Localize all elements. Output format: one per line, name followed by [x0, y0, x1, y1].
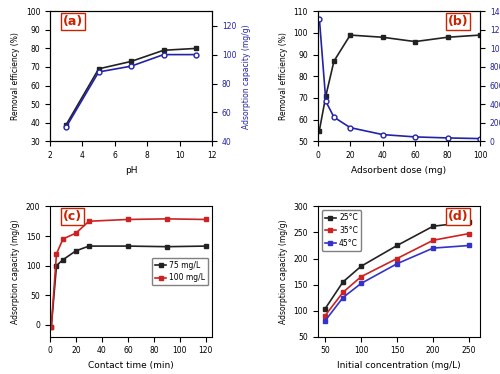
25°C [430, 224, 436, 229]
75 mg/L [54, 263, 60, 268]
75 mg/L [164, 245, 170, 249]
Legend: 25°C, 35°C, 45°C: 25°C, 35°C, 45°C [322, 210, 361, 251]
100 mg/L [54, 252, 60, 256]
75 mg/L [125, 244, 131, 248]
75 mg/L [60, 257, 66, 262]
35°C [430, 238, 436, 242]
X-axis label: pH: pH [125, 166, 138, 175]
45°C [394, 261, 400, 266]
X-axis label: Initial concentration (mg/L): Initial concentration (mg/L) [337, 361, 460, 370]
100 mg/L [125, 217, 131, 222]
Line: 35°C: 35°C [322, 231, 472, 318]
Line: 45°C: 45°C [322, 243, 472, 324]
75 mg/L [86, 244, 92, 248]
25°C [466, 220, 472, 224]
25°C [340, 280, 346, 284]
25°C [394, 243, 400, 248]
Y-axis label: Adsorption capacity (mg/g): Adsorption capacity (mg/g) [11, 219, 20, 324]
45°C [340, 295, 346, 300]
100 mg/L [60, 237, 66, 241]
Text: (b): (b) [448, 15, 468, 28]
X-axis label: Adsorbent dose (mg): Adsorbent dose (mg) [352, 166, 446, 175]
45°C [358, 281, 364, 286]
Legend: 75 mg/L, 100 mg/L: 75 mg/L, 100 mg/L [152, 258, 208, 285]
100 mg/L [203, 217, 209, 222]
75 mg/L [48, 324, 54, 329]
45°C [322, 319, 328, 323]
45°C [430, 246, 436, 250]
X-axis label: Contact time (min): Contact time (min) [88, 361, 174, 370]
Text: (c): (c) [63, 210, 82, 223]
Y-axis label: Adsorption capacity (mg/g): Adsorption capacity (mg/g) [279, 219, 288, 324]
100 mg/L [48, 324, 54, 329]
45°C [466, 243, 472, 248]
Line: 75 mg/L: 75 mg/L [49, 243, 208, 329]
25°C [322, 307, 328, 311]
100 mg/L [164, 217, 170, 221]
35°C [358, 275, 364, 279]
100 mg/L [73, 231, 79, 235]
Text: (a): (a) [63, 15, 83, 28]
Y-axis label: Removal efficiency (%): Removal efficiency (%) [279, 33, 288, 120]
75 mg/L [203, 244, 209, 248]
Y-axis label: Removal efficiency (%): Removal efficiency (%) [11, 33, 20, 120]
100 mg/L [86, 219, 92, 224]
Y-axis label: Adsorption capacity (mg/g): Adsorption capacity (mg/g) [242, 24, 251, 129]
35°C [466, 231, 472, 236]
35°C [322, 313, 328, 318]
35°C [394, 256, 400, 261]
25°C [358, 264, 364, 269]
75 mg/L [73, 249, 79, 253]
Line: 25°C: 25°C [322, 220, 472, 312]
Line: 100 mg/L: 100 mg/L [49, 217, 208, 329]
35°C [340, 290, 346, 295]
Text: (d): (d) [448, 210, 468, 223]
